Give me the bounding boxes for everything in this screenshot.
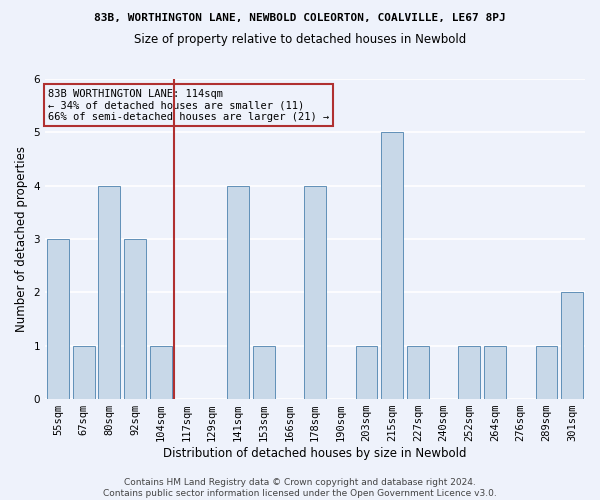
Bar (536, 346, 557, 399)
X-axis label: Distribution of detached houses by size in Newbold: Distribution of detached houses by size … (163, 447, 467, 460)
Bar (253, 346, 275, 399)
Bar (304, 186, 326, 399)
Bar (356, 346, 377, 399)
Bar (381, 132, 403, 399)
Bar (47, 239, 69, 399)
Bar (484, 346, 506, 399)
Text: Contains HM Land Registry data © Crown copyright and database right 2024.
Contai: Contains HM Land Registry data © Crown c… (103, 478, 497, 498)
Y-axis label: Number of detached properties: Number of detached properties (15, 146, 28, 332)
Bar (458, 346, 480, 399)
Bar (227, 186, 249, 399)
Bar (407, 346, 429, 399)
Bar (98, 186, 120, 399)
Bar (150, 346, 172, 399)
Bar (124, 239, 146, 399)
Text: Size of property relative to detached houses in Newbold: Size of property relative to detached ho… (134, 32, 466, 46)
Bar (561, 292, 583, 399)
Text: 83B, WORTHINGTON LANE, NEWBOLD COLEORTON, COALVILLE, LE67 8PJ: 83B, WORTHINGTON LANE, NEWBOLD COLEORTON… (94, 12, 506, 22)
Text: 83B WORTHINGTON LANE: 114sqm
← 34% of detached houses are smaller (11)
66% of se: 83B WORTHINGTON LANE: 114sqm ← 34% of de… (48, 88, 329, 122)
Bar (73, 346, 95, 399)
